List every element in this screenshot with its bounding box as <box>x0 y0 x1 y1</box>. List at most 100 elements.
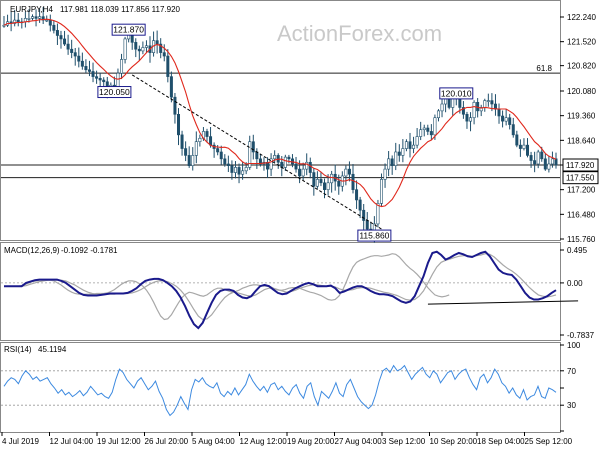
candle-body <box>408 141 412 149</box>
candle-body <box>155 40 159 45</box>
candle-body <box>419 129 423 137</box>
watermark: ActionForex.com <box>277 21 442 46</box>
x-axis-label: 10 Sep 20:00 <box>430 437 478 446</box>
candle-body <box>187 155 191 166</box>
candle-body <box>486 100 490 102</box>
price-axis-label: 121.520 <box>567 38 596 47</box>
candle-body <box>173 96 177 115</box>
candle-body <box>515 134 519 146</box>
candle-body <box>540 151 544 160</box>
candle-body <box>134 42 138 50</box>
candle-body <box>315 179 319 187</box>
candle-body <box>80 60 84 67</box>
candle-body <box>490 100 494 105</box>
price-axis-label: 120.820 <box>567 62 596 71</box>
candle-body <box>383 168 387 180</box>
macd-pane <box>0 242 561 341</box>
candle-body <box>244 167 248 172</box>
candle-body <box>362 209 366 221</box>
price-pane <box>0 0 561 241</box>
candle-body <box>38 16 42 19</box>
x-axis-label: 26 Jul 20:00 <box>145 437 189 446</box>
candle-body <box>77 55 81 62</box>
macd-axis-label: 0.00 <box>567 279 583 288</box>
candle-body <box>269 158 273 170</box>
candle-body <box>422 127 426 131</box>
candle-body <box>394 151 398 166</box>
candle-body <box>120 59 124 74</box>
candle-body <box>337 180 341 187</box>
candle-body <box>219 151 223 160</box>
price-axis-label: 119.360 <box>567 112 596 121</box>
price-axis-label: 117.200 <box>567 186 596 195</box>
candle-body <box>415 136 419 146</box>
candle-body <box>330 173 334 184</box>
price-annotation-box <box>97 86 132 99</box>
candle-body <box>526 144 530 156</box>
moving-average-line <box>3 18 557 208</box>
rsi-label: RSI(14) <box>4 345 32 354</box>
candle-body <box>63 38 67 45</box>
candle-body <box>159 43 163 53</box>
candle-body <box>504 117 508 122</box>
price-axis-label: 120.080 <box>567 87 596 96</box>
x-axis-label: 27 Aug 04:00 <box>335 437 383 446</box>
candle-body <box>326 182 330 190</box>
candle-body <box>59 35 63 40</box>
macd-layer <box>1 250 579 330</box>
rsi-value: 45.1194 <box>38 345 67 354</box>
candle-body <box>483 100 487 108</box>
price-axis-label: 116.480 <box>567 210 596 219</box>
candle-body <box>55 30 59 36</box>
candle-body <box>497 108 501 117</box>
price-annotation-label: 121.870 <box>113 25 144 35</box>
candle-body <box>87 69 91 72</box>
candle-body <box>511 124 515 136</box>
rsi-layer <box>1 364 560 417</box>
price-annotation-label: 115.860 <box>359 231 389 241</box>
candle-body <box>387 158 391 170</box>
candle-body <box>45 19 49 22</box>
candle-body <box>379 179 383 204</box>
candle-body <box>280 161 284 168</box>
price-axis-label: 122.240 <box>567 13 596 22</box>
candle-body <box>308 161 312 173</box>
candle-body <box>554 158 558 166</box>
candle-body <box>465 113 469 122</box>
support-price-box <box>562 171 599 185</box>
candle-body <box>230 165 234 173</box>
candle-body <box>461 107 465 115</box>
candle-body <box>162 52 166 57</box>
current-price-box <box>562 158 599 172</box>
candle-body <box>226 163 230 166</box>
price-ohlc: 117.981 118.039 117.856 117.920 <box>60 5 181 14</box>
candle-body <box>376 203 380 225</box>
candle-body <box>351 173 355 190</box>
candle-body <box>287 156 291 160</box>
candle-body <box>273 155 277 160</box>
candle-body <box>223 158 227 165</box>
candle-body <box>319 179 323 184</box>
candle-body <box>323 182 327 190</box>
candle-body <box>48 19 52 26</box>
candle-body <box>177 113 181 136</box>
candle-body <box>91 71 95 77</box>
macd-trend-line <box>427 300 579 305</box>
candle-body <box>305 161 309 170</box>
macd-axis-label: -0.7837 <box>567 331 595 340</box>
candle-body <box>429 131 433 136</box>
price-axis-label: 118.640 <box>567 136 596 145</box>
candle-body <box>216 148 220 153</box>
candle-body <box>166 55 170 77</box>
price-annotation-box <box>439 87 474 100</box>
price-annotation-label: 120.010 <box>441 88 472 98</box>
candle-body <box>472 102 476 119</box>
candle-body <box>479 107 483 112</box>
candle-body <box>401 148 405 156</box>
candle-body <box>251 141 255 153</box>
candle-body <box>550 158 554 165</box>
x-axis-label: 19 Jul 12:00 <box>97 437 141 446</box>
candle-body <box>518 144 522 149</box>
candle-body <box>205 131 209 137</box>
candle-body <box>447 98 451 108</box>
